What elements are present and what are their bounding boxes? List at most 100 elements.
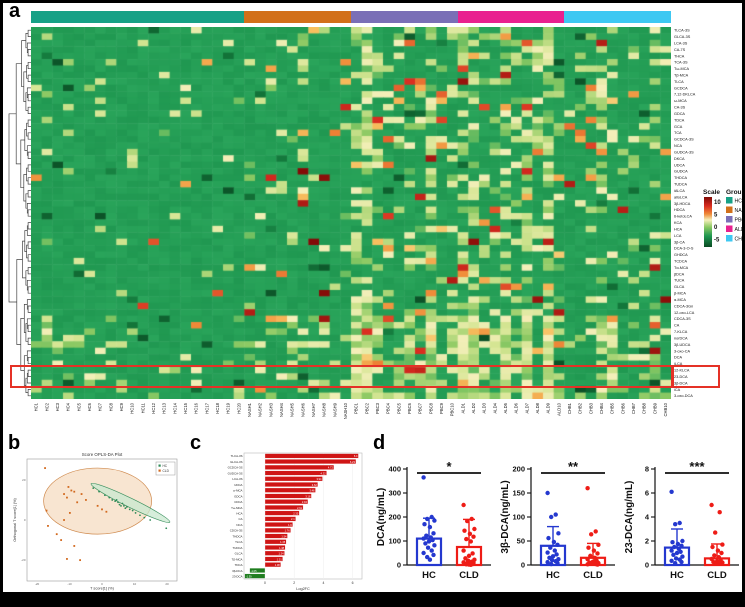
- y-tick-label: 2: [645, 537, 649, 546]
- row-label: TDCA: [674, 118, 685, 122]
- row-label: norDCA: [674, 336, 688, 340]
- legend-swatch: [158, 469, 161, 472]
- row-label: Tω-MCA: [674, 67, 689, 71]
- cld-point: [63, 519, 65, 521]
- row-label: HCA: [674, 227, 682, 231]
- row-label: GCA: [674, 125, 683, 129]
- y-tick-label: 150: [512, 489, 525, 498]
- row-label: 12-KLCA: [674, 369, 690, 373]
- heatmap-column-labels: HC1 HC2 HC3 HC4 HC5 HC6 HC7 HC8 HC9 HC10 HC11 HC12 H…: [34, 402, 668, 419]
- row-label: TLCA: [674, 80, 684, 84]
- x-category-label: CLD: [583, 570, 603, 581]
- dendrogram-branch: [27, 209, 31, 217]
- data-point-CLD: [585, 557, 590, 562]
- group-legend-title: Group: [726, 189, 742, 196]
- dendrogram-branch: [27, 389, 31, 397]
- group-label: ALD: [735, 227, 743, 233]
- data-point-HC: [429, 514, 434, 520]
- column-label: NASH3: [268, 402, 273, 417]
- row-label: GUDCA-3S: [674, 150, 694, 154]
- heatmap-row-labels: TLCA-3S GLCA-3S LCA-3S CA-7S THCA TCA-3S Tω-MC…: [674, 29, 696, 399]
- bar-up: [264, 504, 304, 510]
- data-point-CLD: [586, 545, 591, 550]
- y-axis-title: DCA(ng/mL): [376, 488, 387, 546]
- column-label: HC8: [108, 402, 113, 411]
- hc-point: [104, 494, 106, 497]
- column-label: HC10: [130, 402, 135, 413]
- dendrogram-branch: [26, 122, 29, 137]
- group-swatch-ALD: [726, 225, 733, 232]
- bar-up: [264, 522, 293, 528]
- data-point-CLD: [465, 518, 470, 524]
- group-swatch-NASH: [726, 206, 733, 213]
- bar-category-label: GLCA-3S: [230, 460, 242, 464]
- y-tick-label: 0: [645, 561, 649, 570]
- column-label: CHB8: [642, 402, 647, 414]
- data-point-CLD: [468, 562, 473, 567]
- x-tick-label: -20: [35, 582, 40, 586]
- row-label: iCA: [674, 388, 681, 392]
- column-label: ALD6: [514, 402, 519, 413]
- column-label: HC15: [183, 402, 188, 413]
- dendrogram-branch: [26, 350, 31, 361]
- y-tick-label: 8: [645, 465, 649, 474]
- column-label: NASH10: [343, 402, 348, 419]
- bar-up: [264, 545, 286, 550]
- legend-label: CLD: [163, 469, 170, 473]
- data-point-CLD: [471, 534, 476, 539]
- y-tick-label: 6: [645, 489, 649, 498]
- data-point-HC: [549, 514, 554, 520]
- column-label: ALD4: [492, 402, 497, 413]
- hc-point: [139, 514, 141, 517]
- panel-b-label: b: [8, 432, 21, 454]
- data-point-HC: [672, 544, 677, 550]
- hc-point: [111, 499, 114, 501]
- dendrogram-branch: [27, 61, 31, 70]
- row-label: TCDCA: [674, 260, 688, 264]
- data-point-HC: [429, 548, 434, 553]
- data-point-HC: [554, 552, 559, 557]
- row-label: TCA: [674, 131, 682, 135]
- row-label: GUDCA: [674, 170, 688, 174]
- 23-dca-dot-bar-plot: 0 2 4 6 8 23-DCA(ng/mL) HC CLD ***: [624, 459, 739, 581]
- row-label: TUDCA: [674, 183, 688, 187]
- scale-tick: 0: [714, 225, 718, 231]
- y-tick-label: 200: [388, 513, 401, 522]
- hc-point: [134, 512, 137, 514]
- data-point-CLD: [472, 526, 477, 532]
- dendrogram-branch: [26, 225, 31, 236]
- data-point-HC: [545, 559, 550, 565]
- row-label: 12-oxo-LCA: [674, 311, 695, 315]
- bar-category-label: CA: [238, 517, 242, 521]
- column-label: HC9: [119, 402, 124, 411]
- data-point-HC: [423, 541, 428, 546]
- row-label: DKCA: [674, 157, 685, 161]
- column-label: HC19: [226, 402, 231, 413]
- data-point-CLD: [595, 551, 600, 556]
- column-label: ALD1: [460, 402, 465, 413]
- data-point-HC: [549, 558, 555, 563]
- row-label: GLCA: [674, 285, 685, 289]
- column-label: CHB10: [663, 402, 668, 416]
- group-bar-CHB: [564, 11, 671, 23]
- dendrogram-branch: [27, 132, 31, 140]
- hc-point: [128, 508, 131, 511]
- dendrogram-branch: [27, 286, 31, 294]
- hc-point: [124, 507, 127, 510]
- bar-down: [249, 567, 266, 573]
- group-bar-ALD: [457, 11, 565, 23]
- data-point-CLD: [596, 542, 601, 548]
- column-label: CHB5: [610, 402, 615, 414]
- bar-up: [264, 539, 287, 545]
- bar-value: 2.35: [293, 511, 299, 515]
- dendrogram-branch: [26, 372, 31, 384]
- column-label: PBC8: [428, 402, 433, 414]
- column-label: CHB1: [567, 402, 572, 414]
- data-point-HC: [551, 539, 557, 545]
- row-label: alloLCA: [674, 195, 688, 199]
- bar-value: 1.08: [275, 563, 281, 567]
- x-category-label: HC: [546, 570, 560, 581]
- data-point-HC: [546, 535, 551, 541]
- column-label: NASH7: [311, 402, 316, 417]
